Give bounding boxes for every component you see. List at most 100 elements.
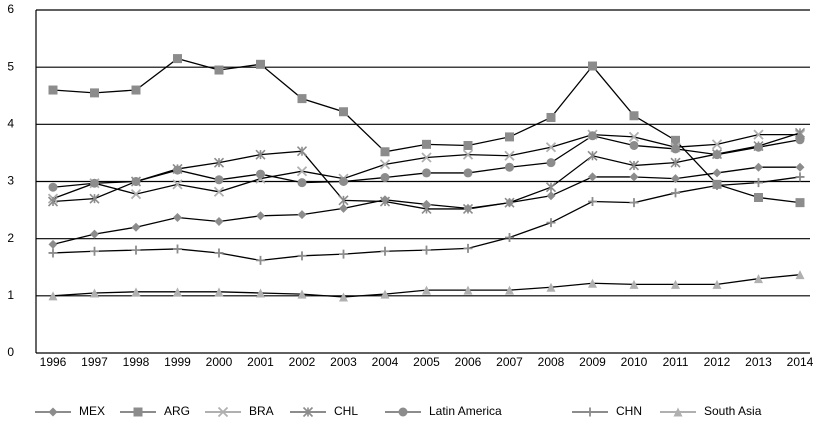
x-tick-label: 2001 xyxy=(247,355,274,369)
x-tick-label: 2003 xyxy=(330,355,357,369)
marker xyxy=(795,135,805,145)
marker xyxy=(48,239,58,249)
marker xyxy=(463,140,473,150)
legend-label: CHL xyxy=(334,404,358,418)
x-tick-label: 2006 xyxy=(455,355,482,369)
x-tick-label: 2012 xyxy=(704,355,731,369)
marker xyxy=(628,160,640,171)
y-tick-label: 0 xyxy=(7,345,14,359)
legend-label: ARG xyxy=(164,404,190,418)
marker xyxy=(671,174,680,184)
marker xyxy=(754,162,763,172)
marker xyxy=(546,112,556,122)
marker xyxy=(463,285,473,295)
marker xyxy=(585,407,595,417)
marker xyxy=(546,218,556,228)
marker xyxy=(795,198,805,208)
marker xyxy=(90,178,99,188)
marker xyxy=(47,196,59,207)
x-tick-label: 2007 xyxy=(496,355,523,369)
marker xyxy=(380,289,390,299)
marker xyxy=(214,175,224,185)
x-tick-label: 1996 xyxy=(40,355,67,369)
marker xyxy=(421,152,432,163)
y-tick-label: 5 xyxy=(7,59,14,73)
marker xyxy=(213,186,225,197)
marker xyxy=(422,168,431,178)
marker xyxy=(754,274,763,284)
marker xyxy=(671,279,680,289)
marker xyxy=(712,279,722,289)
marker xyxy=(754,178,763,188)
marker xyxy=(339,107,348,117)
marker xyxy=(711,139,723,150)
marker xyxy=(339,203,348,213)
x-tick-label: 2014 xyxy=(787,355,814,369)
marker xyxy=(214,287,224,297)
marker xyxy=(422,285,431,295)
marker xyxy=(421,203,432,215)
marker xyxy=(546,282,556,292)
marker xyxy=(462,203,474,215)
marker xyxy=(754,193,763,203)
marker xyxy=(795,162,805,172)
legend-label: MEX xyxy=(79,404,105,418)
marker xyxy=(463,168,473,178)
marker xyxy=(173,54,182,64)
x-tick-label: 2011 xyxy=(663,355,689,369)
marker xyxy=(504,197,515,208)
marker xyxy=(173,244,182,254)
marker xyxy=(214,65,224,75)
x-tick-label: 2010 xyxy=(621,355,648,369)
marker xyxy=(629,198,639,208)
marker xyxy=(214,217,224,227)
marker xyxy=(379,196,391,207)
x-tick-label: 2013 xyxy=(745,355,772,369)
y-tick-label: 6 xyxy=(7,2,14,16)
marker xyxy=(795,270,805,280)
marker xyxy=(629,172,639,182)
marker xyxy=(90,88,99,98)
marker xyxy=(173,287,182,297)
legend-label: South Asia xyxy=(704,404,762,418)
marker xyxy=(628,131,640,143)
marker xyxy=(296,166,308,177)
marker xyxy=(588,131,597,141)
marker xyxy=(671,144,680,154)
x-tick-label: 2008 xyxy=(538,355,565,369)
marker xyxy=(753,129,764,140)
x-tick-label: 2004 xyxy=(372,355,399,369)
marker xyxy=(339,292,348,302)
marker xyxy=(505,132,514,142)
marker xyxy=(130,188,142,200)
x-tick-label: 1997 xyxy=(81,355,108,369)
x-tick-label: 2009 xyxy=(579,355,606,369)
legend-label: CHN xyxy=(616,404,642,418)
marker xyxy=(545,142,557,153)
marker xyxy=(48,291,58,301)
marker xyxy=(48,407,58,417)
marker xyxy=(131,85,141,95)
marker xyxy=(671,135,680,145)
marker xyxy=(379,159,391,170)
x-tick-label: 1999 xyxy=(164,355,191,369)
x-tick-label: 2005 xyxy=(413,355,440,369)
marker xyxy=(545,182,557,193)
marker xyxy=(629,279,639,289)
marker xyxy=(302,406,314,418)
marker xyxy=(256,288,265,298)
marker xyxy=(505,162,514,172)
legend-label: BRA xyxy=(249,404,274,418)
marker xyxy=(90,288,99,298)
marker xyxy=(256,211,265,221)
marker xyxy=(339,249,348,259)
marker xyxy=(133,407,143,417)
marker xyxy=(588,278,597,288)
marker xyxy=(795,172,805,182)
marker xyxy=(629,140,639,150)
marker xyxy=(173,213,182,223)
marker xyxy=(48,182,58,192)
marker xyxy=(89,193,100,204)
marker xyxy=(546,158,556,168)
marker xyxy=(256,59,265,69)
